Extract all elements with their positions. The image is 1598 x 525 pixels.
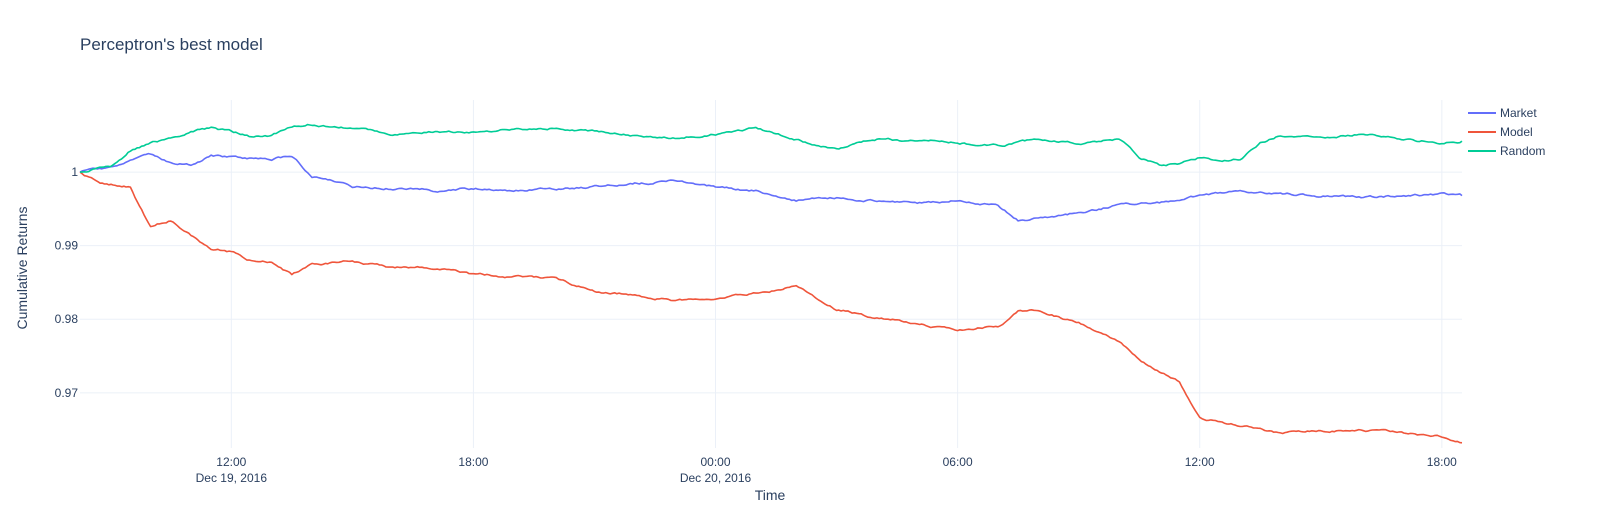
x-tick-label: 18:00 [458,455,488,469]
legend-label: Market [1500,106,1537,120]
legend-label: Random [1500,144,1545,158]
legend-item-market[interactable]: Market [1468,106,1537,120]
y-tick-label: 0.97 [55,386,79,400]
x-axis-ticks: 12:00 Dec 19, 2016 18:00 00:00 Dec 20, 2016 0… [196,455,1458,485]
legend[interactable]: Market Model Random [1468,106,1545,158]
legend-label: Model [1500,125,1533,139]
x-tick-label: 06:00 [943,455,973,469]
chart-title: Perceptron's best model [80,35,263,54]
x-tick-sublabel: Dec 19, 2016 [196,471,268,485]
y-axis-title: Cumulative Returns [14,207,30,330]
legend-item-random[interactable]: Random [1468,144,1545,158]
series-lines [79,123,1463,444]
series-line-market [79,152,1463,222]
y-axis-ticks: 0.97 0.98 0.99 1 [55,165,79,400]
x-tick-sublabel: Dec 20, 2016 [680,471,752,485]
y-tick-label: 0.98 [55,312,79,326]
x-axis-title: Time [755,487,786,503]
y-tick-label: 1 [71,165,78,179]
y-tick-label: 0.99 [55,239,79,253]
x-tick-label: 12:00 [216,455,246,469]
x-tick-label: 00:00 [701,455,731,469]
x-tick-label: 18:00 [1427,455,1457,469]
series-line-model [79,171,1463,444]
grid [80,100,1462,448]
series-line-random [80,123,1463,173]
legend-item-model[interactable]: Model [1468,125,1533,139]
x-tick-label: 12:00 [1185,455,1215,469]
